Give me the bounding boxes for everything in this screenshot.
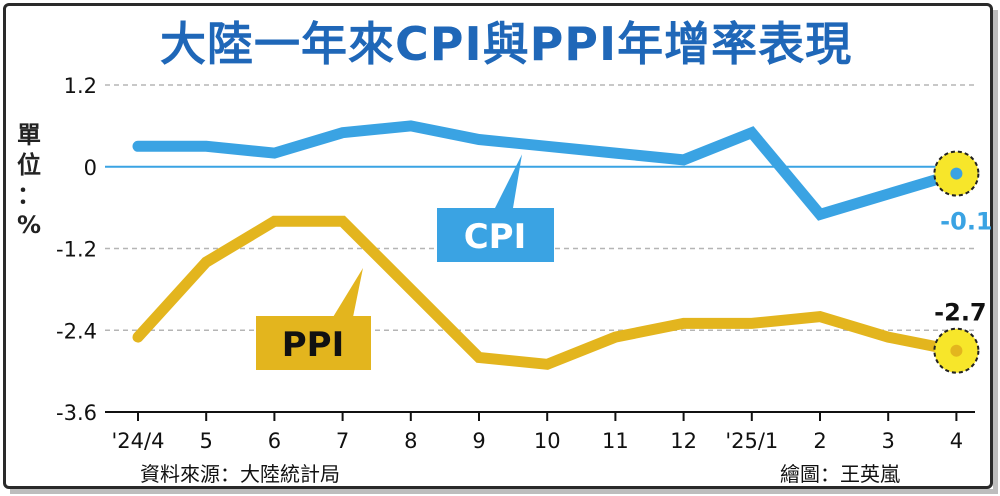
x-tick-label: 6 — [268, 429, 281, 453]
y-axis-label-char: ： — [17, 181, 41, 209]
chart-title: 大陸一年來CPI與PPI年增率表現 — [160, 17, 853, 71]
ppi-callout-label: PPI — [282, 325, 345, 365]
x-tick-label: 7 — [336, 429, 349, 453]
ppi-callout-box — [256, 316, 371, 370]
y-axis-label-char: 位 — [17, 151, 41, 179]
x-tick-label: 8 — [404, 429, 417, 453]
ppi-callout-pointer — [330, 268, 363, 322]
source-note: 資料來源：大陸統計局 — [140, 462, 340, 486]
y-axis-label: 單 位 ： % — [14, 120, 44, 240]
x-tick-label: 12 — [670, 429, 697, 453]
frame-shadow-bottom — [10, 489, 998, 494]
y-tick-label: 0 — [84, 156, 97, 180]
x-tick-label: '25/1 — [725, 429, 778, 453]
cpi-end-value-label: -0.1 — [940, 208, 992, 236]
x-tick-label: 5 — [200, 429, 213, 453]
end-dot-ppi — [950, 344, 963, 357]
x-tick-label: 11 — [602, 429, 629, 453]
cpi-callout-pointer — [492, 154, 522, 214]
y-tick-label: -3.6 — [56, 401, 97, 425]
credit-note: 繪圖：王英嵐 — [780, 462, 900, 486]
y-axis-label-char: 單 — [17, 121, 41, 149]
x-tick-label: 9 — [472, 429, 485, 453]
series-line-cpi — [132, 120, 962, 221]
x-tick-label: 3 — [882, 429, 895, 453]
y-tick-label: 1.2 — [64, 74, 97, 98]
end-dot-cpi — [950, 167, 963, 180]
cpi-callout-box — [437, 208, 554, 262]
x-tick-label: 2 — [813, 429, 826, 453]
y-tick-label: -1.2 — [56, 238, 97, 262]
x-tick-label: 4 — [950, 429, 963, 453]
y-axis-label-char: % — [16, 211, 42, 239]
series-line-ppi — [132, 215, 962, 370]
cpi-callout-label: CPI — [464, 217, 527, 257]
x-tick-label: '24/4 — [112, 429, 165, 453]
ppi-end-value-label: -2.7 — [934, 299, 986, 327]
y-tick-label: -2.4 — [56, 319, 97, 343]
frame-shadow-right — [993, 10, 998, 492]
x-tick-label: 10 — [534, 429, 561, 453]
